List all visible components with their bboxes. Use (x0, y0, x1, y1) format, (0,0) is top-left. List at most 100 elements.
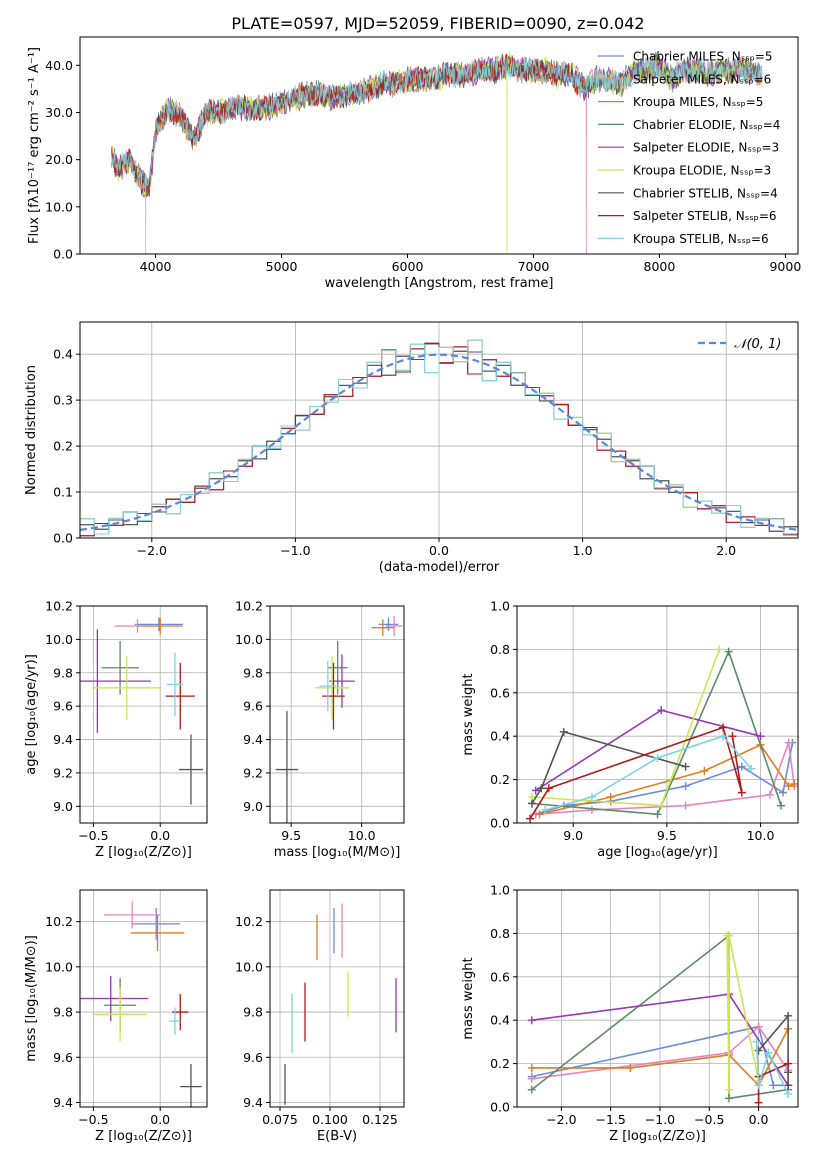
weight-point-marker (724, 647, 733, 656)
plot-area (111, 51, 763, 254)
age-vs-metallicity-axes: −0.5 0.0 9.0 9.2 9.4 9.6 9.8 10.0 10.2 Z [log₁₀(Z… (24, 599, 208, 860)
weight-point-marker (728, 732, 737, 741)
y-tick-label: 0.4 (490, 729, 510, 744)
weight-point-marker (527, 799, 536, 808)
y-tick-label: 0.0 (53, 531, 73, 546)
weight-point-marker (737, 788, 746, 797)
legend-entry: Salpeter STELIB, Nₛₛₚ=6 (633, 209, 777, 223)
weight-point-marker (752, 1037, 761, 1046)
weight-point-marker (527, 1085, 536, 1094)
y-tick-label: 40.0 (45, 58, 73, 73)
x-tick-label: 4000 (140, 259, 172, 274)
y-tick-label: 0.8 (490, 642, 510, 657)
y-tick-label: 9.2 (53, 765, 73, 780)
weight-vs-metallicity-axes: −2.0 −1.5 −1.0 −0.5 0.0 0.0 0.2 0.4 0.6 0.8 1.0 Z [… (461, 883, 799, 1144)
plot-area (526, 645, 798, 823)
weight-point-marker (724, 1094, 733, 1103)
x-axis-label: Z [log₁₀(Z/Z⊙)] (609, 1129, 706, 1144)
weight-point-marker (719, 732, 728, 741)
weight-point-marker (527, 1016, 536, 1025)
y-axis-label: Flux [fλ10⁻¹⁷ erg cm⁻² s⁻¹ A⁻¹] (27, 47, 42, 244)
y-tick-label: 20.0 (45, 152, 73, 167)
y-tick-label: 10.2 (45, 914, 73, 929)
y-tick-label: 0.2 (490, 1056, 510, 1071)
weight-point-marker (784, 1059, 793, 1068)
x-tick-label: 0.0 (150, 1112, 170, 1127)
weight-point-marker (587, 792, 596, 801)
x-tick-label: −2.0 (137, 543, 167, 558)
weight-point-marker (657, 706, 666, 715)
legend-entry: Salpeter ELODIE, Nₛₛₚ=3 (633, 141, 779, 155)
legend-entry: Kroupa MILES, Nₛₛₚ=5 (633, 95, 763, 109)
weight-point-marker (724, 1085, 733, 1094)
weight-series-line (726, 935, 760, 1090)
x-axis-label: Z [log₁₀(Z/Z⊙)] (95, 845, 192, 860)
weight-point-marker (681, 801, 690, 810)
weight-point-marker (754, 1098, 763, 1107)
weight-point-marker (764, 1048, 773, 1057)
x-tick-label: −0.5 (78, 828, 108, 843)
weight-point-marker (626, 1063, 635, 1072)
y-tick-label: 0.4 (53, 347, 73, 362)
y-tick-label: 9.6 (243, 699, 263, 714)
y-tick-label: 0.6 (490, 685, 510, 700)
weight-series-line (531, 649, 782, 816)
x-tick-label: −2.0 (546, 1112, 576, 1127)
axes-frame (79, 605, 208, 824)
weight-point-marker (531, 786, 540, 795)
weight-point-marker (681, 762, 690, 771)
weight-series-line (535, 742, 796, 816)
plot-area (275, 616, 403, 823)
weight-point-marker (537, 784, 546, 793)
weight-point-marker (737, 762, 746, 771)
weight-point-marker (544, 784, 553, 793)
x-tick-label: 10.0 (747, 828, 775, 843)
y-axis-label: age [log₁₀(age/yr)] (24, 654, 39, 775)
x-tick-label: −0.5 (78, 1112, 108, 1127)
y-axis-label: Normed distribution (24, 365, 39, 495)
y-tick-label: 9.6 (53, 699, 73, 714)
weight-series-line (531, 649, 721, 807)
spectrum-series-line (111, 55, 763, 254)
mass-vs-ebv-axes: 0.075 0.100 0.125 9.4 9.6 9.8 10.0 10.2 E(B-V) (235, 889, 405, 1144)
weight-point-marker (784, 1089, 793, 1098)
legend-entry: Kroupa ELODIE, Nₛₛₚ=3 (633, 164, 771, 178)
y-tick-label: 9.0 (243, 799, 263, 814)
weight-point-marker (527, 1074, 536, 1083)
plot-area (80, 901, 202, 1107)
y-tick-label: 9.8 (53, 665, 73, 680)
x-tick-label: −0.5 (694, 1112, 724, 1127)
x-tick-label: 9.5 (281, 828, 301, 843)
y-tick-label: 0.2 (53, 439, 73, 454)
x-tick-label: 6000 (392, 259, 424, 274)
y-tick-label: 0.0 (490, 1100, 510, 1115)
mass-vs-metallicity-axes: −0.5 0.0 9.4 9.6 9.8 10.0 10.2 Z [log₁₀(Z/Z⊙)] m… (24, 889, 208, 1144)
y-tick-label: 10.2 (235, 599, 263, 614)
x-tick-label: 5000 (266, 259, 298, 274)
weight-point-marker (587, 805, 596, 814)
x-tick-label: −1.0 (645, 1112, 675, 1127)
weight-point-marker (657, 801, 666, 810)
y-tick-label: 0.4 (490, 1013, 510, 1028)
x-tick-label: 7000 (518, 259, 550, 274)
x-tick-label: −1.5 (595, 1112, 625, 1127)
weight-point-marker (754, 1046, 763, 1055)
x-tick-label: 0.0 (749, 1112, 769, 1127)
y-tick-label: 9.6 (53, 1050, 73, 1065)
weight-point-marker (779, 788, 788, 797)
x-tick-label: 2.0 (716, 543, 736, 558)
y-tick-label: 9.4 (53, 1095, 73, 1110)
weight-point-marker (527, 1063, 536, 1072)
residuals-axes: 𝒩(0, 1) −2.0 −1.0 0.0 1.0 2.0 0.0 0.1 0.2 0.3 0.4 (… (24, 321, 799, 575)
plot-area (527, 931, 793, 1107)
y-tick-label: 10.0 (45, 632, 73, 647)
y-tick-label: 10.2 (45, 599, 73, 614)
weight-point-marker (535, 810, 544, 819)
y-tick-label: 9.4 (53, 732, 73, 747)
weight-point-marker (700, 766, 709, 775)
y-tick-label: 10.0 (235, 632, 263, 647)
legend-entry: 𝒩(0, 1) (734, 337, 781, 352)
weight-point-marker (754, 1081, 763, 1090)
weight-point-marker (541, 805, 550, 814)
